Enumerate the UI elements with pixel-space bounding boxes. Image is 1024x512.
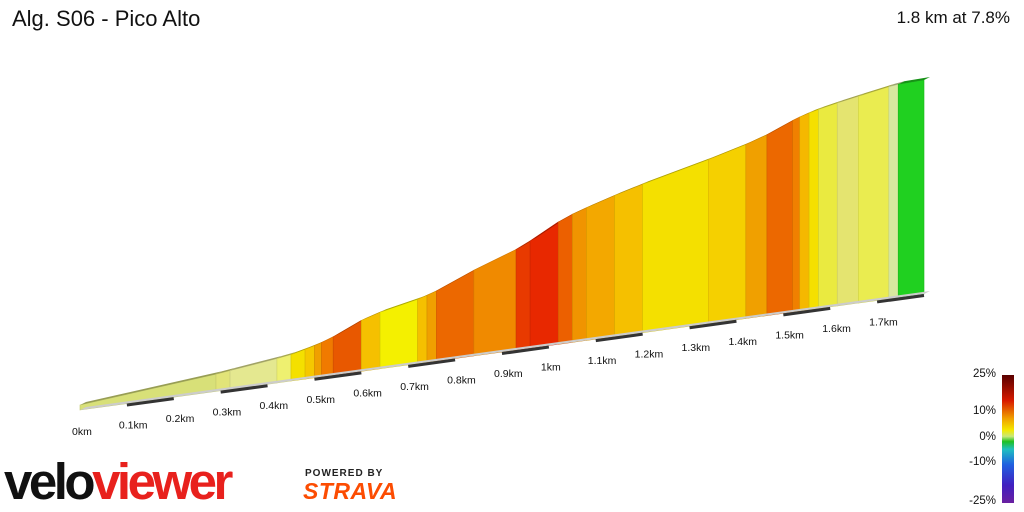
profile-segment-top <box>818 99 844 110</box>
tick-label: 0.6km <box>353 387 382 399</box>
profile-segment-top <box>333 317 368 337</box>
profile-segment <box>436 269 475 362</box>
axis-band <box>408 358 456 368</box>
profile-segment <box>614 183 643 337</box>
profile-segment <box>586 195 615 341</box>
profile-segment-top <box>436 267 480 291</box>
profile-segment <box>290 348 306 382</box>
profile-floor <box>80 291 930 410</box>
tick-label: 0km <box>72 426 92 438</box>
profile-segment <box>897 79 925 298</box>
logo-viewer: viewer <box>92 453 233 510</box>
profile-segment <box>276 354 292 384</box>
tick-label: 0.4km <box>260 400 289 412</box>
tick-label: 1.1km <box>588 355 617 367</box>
tick-label: 1.6km <box>822 323 851 335</box>
legend-label-min: -25% <box>969 495 996 507</box>
profile-segment <box>799 112 810 312</box>
tick-label: 0.5km <box>306 394 335 406</box>
profile-segment-top <box>614 181 649 196</box>
profile-segment-top <box>291 346 312 355</box>
profile-segment <box>745 134 768 319</box>
profile-segment <box>808 108 819 311</box>
gradient-color-scale <box>1002 375 1014 503</box>
axis-band <box>783 306 831 317</box>
veloviewer-logo: veloviewer <box>4 452 233 512</box>
profile-segment <box>473 248 517 357</box>
profile-segment-top <box>276 351 297 359</box>
profile-segment <box>572 207 587 343</box>
axis-band <box>126 397 174 407</box>
legend-label-low: -10% <box>969 456 996 468</box>
profile-segment-top <box>642 156 715 185</box>
legend-label-max: 25% <box>972 368 996 380</box>
axis-band <box>501 345 550 355</box>
page-title: Alg. S06 - Pico Alto <box>12 6 201 31</box>
logo-velo: velo <box>4 453 96 510</box>
axis-band <box>220 384 268 394</box>
profile-segment <box>314 342 322 379</box>
profile-segment-top <box>230 355 283 371</box>
profile-segment <box>858 86 890 304</box>
profile-segment <box>888 83 899 300</box>
axis-band <box>876 294 925 304</box>
tick-label: 1.3km <box>682 342 711 354</box>
tick-label: 0.2km <box>166 413 195 425</box>
tick-label: 0.9km <box>494 368 523 380</box>
tick-label: 0.8km <box>447 374 476 386</box>
profile-segment <box>766 119 794 316</box>
profile-segment <box>708 144 747 324</box>
strava-logo: STRAVA <box>303 478 398 504</box>
axis-band <box>314 371 362 381</box>
profile-segment-top <box>380 296 424 313</box>
profile-segment <box>304 345 315 380</box>
profile-segment-top <box>888 81 905 87</box>
profile-segment <box>818 102 838 309</box>
profile-segment <box>792 116 801 313</box>
tick-label: 1.2km <box>635 349 664 361</box>
tick-label: 1.7km <box>869 316 898 328</box>
profile-segment-top <box>837 93 865 103</box>
profile-segment <box>557 213 573 345</box>
profile-segment-top <box>305 342 321 350</box>
axis-band <box>595 332 643 343</box>
profile-segment <box>361 311 381 372</box>
legend-label-high: 10% <box>972 405 996 417</box>
profile-segment <box>836 95 859 307</box>
profile-segment <box>321 336 334 378</box>
profile-segment-top <box>215 367 237 375</box>
tick-label: 1.4km <box>728 336 757 348</box>
profile-segment <box>426 290 437 363</box>
gradient-legend: 25% 10% 0% -10% -25% <box>966 368 1024 512</box>
profile-segment <box>515 240 531 351</box>
profile-segment-top <box>530 218 565 241</box>
profile-segment-top <box>473 246 523 271</box>
profile-segment-top <box>586 192 621 208</box>
axis-band <box>689 319 737 330</box>
tick-label: 0.7km <box>400 381 429 393</box>
profile-segment <box>642 159 709 334</box>
profile-segment <box>417 294 428 364</box>
tick-label: 0.3km <box>213 407 242 419</box>
climb-stats: 1.8 km at 7.8% <box>896 8 1010 27</box>
distance-ticks: 0km 0.1km 0.2km 0.3km 0.4km 0.5km 0.6km 0.7km 0.… <box>72 316 898 438</box>
profile-segment-top <box>708 141 752 160</box>
profile-segment-top <box>809 106 825 113</box>
profile-segment-top <box>80 371 222 405</box>
profile-segment-top <box>799 109 816 117</box>
legend-label-zero: 0% <box>979 431 996 443</box>
profile-segments <box>79 77 930 411</box>
profile-segment-top <box>745 131 773 145</box>
profile-segment-top <box>898 77 930 85</box>
distance-axis <box>80 291 930 410</box>
tick-label: 1km <box>541 362 561 374</box>
tick-label: 1.5km <box>775 329 804 341</box>
powered-by-label: POWERED BY <box>305 468 384 479</box>
profile-segment-top <box>766 117 799 135</box>
tick-label: 0.1km <box>119 420 148 432</box>
profile-segment-top <box>858 83 895 97</box>
profile-segment <box>529 221 559 349</box>
